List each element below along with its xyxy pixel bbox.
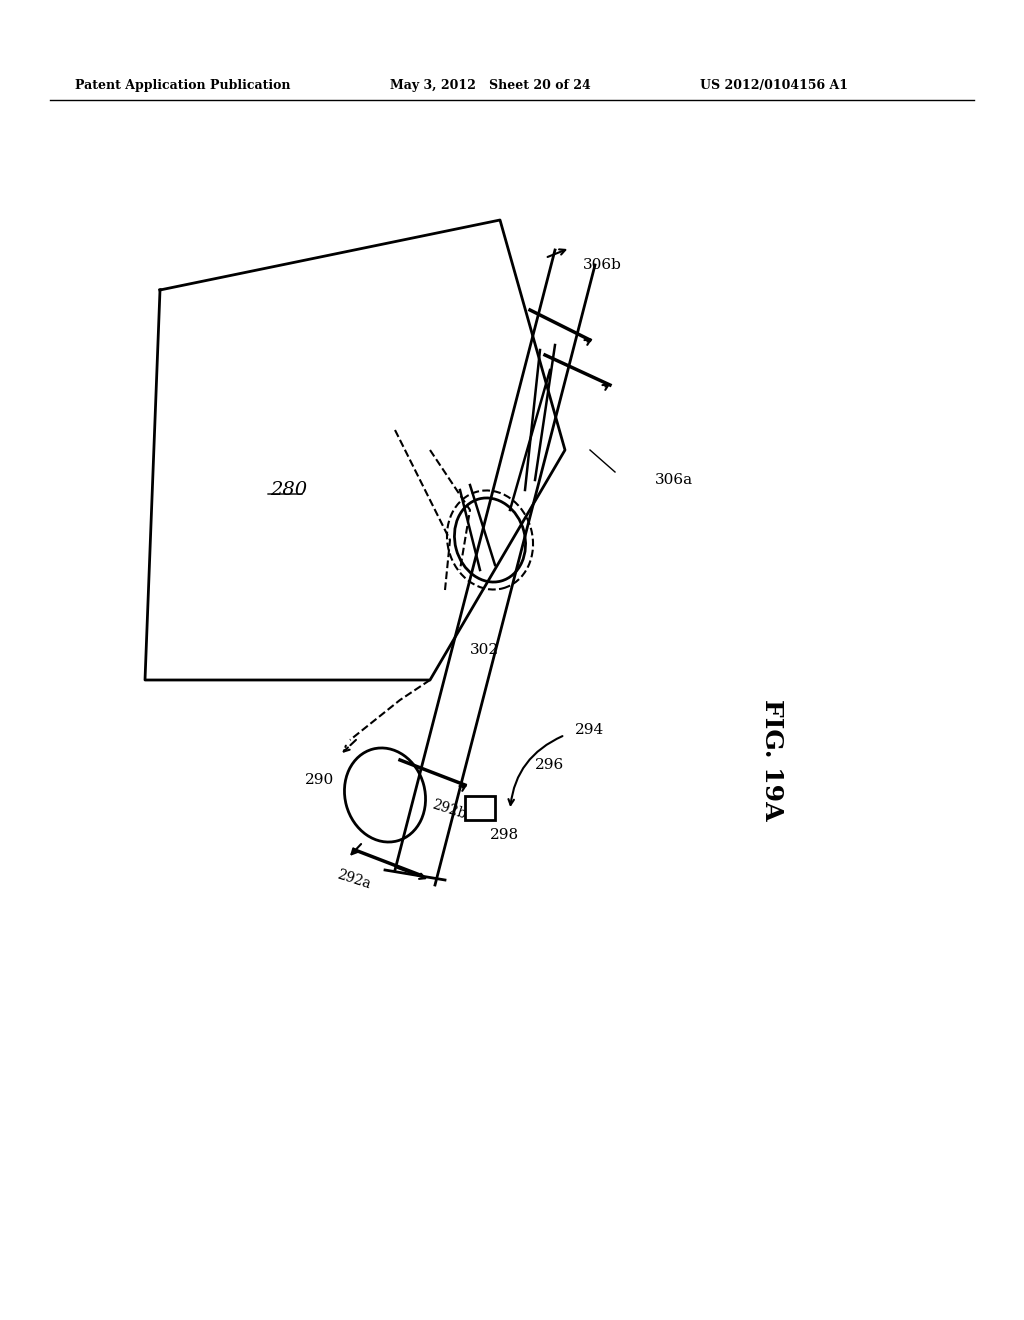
Text: 294: 294 (575, 723, 604, 737)
Text: FIG. 19A: FIG. 19A (760, 700, 784, 821)
Text: 280: 280 (270, 480, 307, 499)
Text: 290: 290 (305, 774, 334, 787)
Text: 306a: 306a (655, 473, 693, 487)
Text: 298: 298 (490, 828, 519, 842)
Bar (465, 796, 495, 820)
Text: Patent Application Publication: Patent Application Publication (75, 78, 291, 91)
Text: 302: 302 (470, 643, 499, 657)
Text: 306b: 306b (583, 257, 622, 272)
Text: May 3, 2012   Sheet 20 of 24: May 3, 2012 Sheet 20 of 24 (390, 78, 591, 91)
Text: 292b: 292b (430, 797, 468, 822)
Text: US 2012/0104156 A1: US 2012/0104156 A1 (700, 78, 848, 91)
Text: 296: 296 (535, 758, 564, 772)
Text: 292a: 292a (335, 869, 373, 892)
